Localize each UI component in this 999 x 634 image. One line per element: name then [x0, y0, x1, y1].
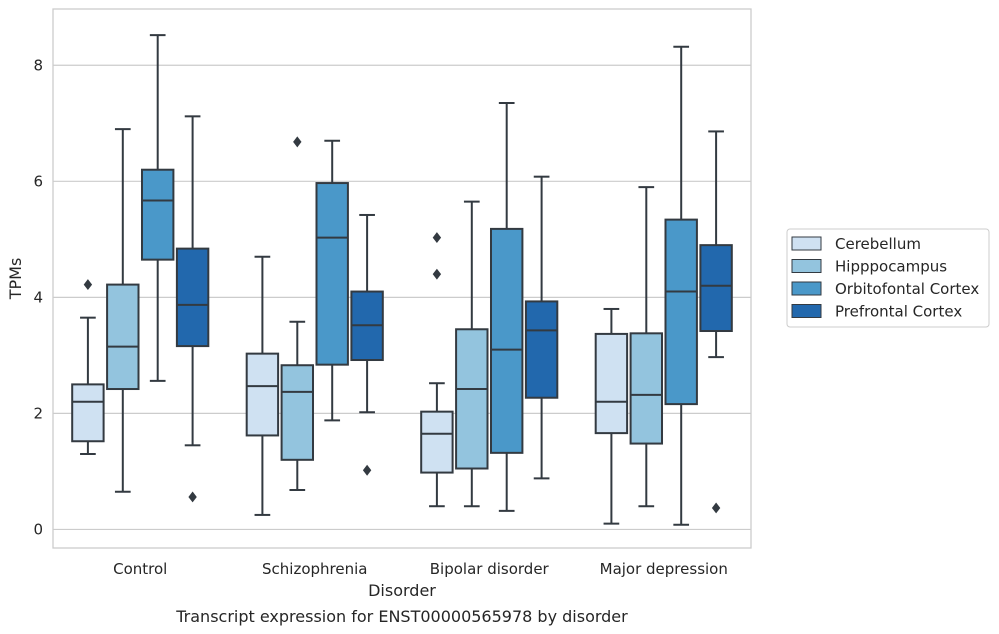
- outlier-point: [711, 502, 721, 514]
- box-0-3: [175, 115, 210, 503]
- box-0-2: [140, 34, 175, 382]
- x-tick-label: Major depression: [600, 560, 728, 578]
- box-iqr: [420, 410, 454, 474]
- legend-swatch: [791, 259, 822, 273]
- box-3-2: [664, 45, 698, 526]
- box-iqr: [71, 383, 105, 443]
- box-iqr: [629, 332, 664, 445]
- box-1-2: [315, 139, 349, 422]
- y-tick-labels: 0 2 4 6 8: [33, 56, 43, 538]
- box-3-3: [699, 130, 733, 514]
- box-iqr: [699, 244, 733, 333]
- box-3-1: [629, 186, 664, 508]
- legend-label: Cerebellum: [835, 235, 921, 253]
- y-tick-label: 6: [33, 172, 43, 190]
- box-1-3: [350, 213, 384, 476]
- box-iqr: [315, 182, 349, 366]
- box-iqr: [455, 328, 489, 470]
- box-1-0: [245, 255, 280, 516]
- box-1-1: [280, 136, 315, 491]
- boxplots: [71, 34, 733, 526]
- box-iqr: [245, 352, 280, 437]
- legend-items: Cerebellum Hipppocampus Orbitofontal Corte…: [791, 235, 979, 321]
- box-iqr: [175, 247, 210, 348]
- legend: Cerebellum Hipppocampus Orbitofontal Corte…: [786, 228, 990, 328]
- legend-item: Cerebellum: [791, 235, 921, 253]
- legend-label: Orbitofontal Cortex: [835, 280, 979, 298]
- legend-swatch: [791, 304, 822, 318]
- box-iqr: [280, 364, 315, 461]
- y-tick-label: 0: [33, 520, 43, 538]
- outlier-point: [432, 232, 442, 244]
- x-tick-label: Bipolar disorder: [430, 560, 550, 578]
- y-tick-label: 4: [33, 288, 43, 306]
- box-iqr: [524, 300, 559, 399]
- box-iqr: [664, 218, 698, 406]
- box-2-2: [489, 101, 524, 512]
- box-0-0: [71, 279, 105, 456]
- outlier-point: [188, 491, 197, 503]
- legend-swatch: [791, 236, 822, 251]
- box-3-0: [594, 307, 629, 525]
- legend-item: Hipppocampus: [791, 258, 947, 276]
- box-2-0: [420, 232, 454, 508]
- box-iqr: [140, 168, 175, 261]
- legend-label: Hipppocampus: [835, 258, 947, 276]
- legend-swatch: [791, 281, 822, 296]
- outlier-point: [362, 464, 372, 476]
- legend-label: Prefrontal Cortex: [835, 303, 962, 321]
- box-iqr: [489, 227, 524, 454]
- legend-item: Prefrontal Cortex: [791, 303, 962, 321]
- box-2-3: [524, 175, 559, 480]
- y-axis-label: TPMs: [6, 258, 25, 301]
- outlier-point: [432, 268, 442, 280]
- box-iqr: [594, 332, 629, 435]
- x-tick-label: Control: [113, 560, 167, 578]
- legend-frame: [786, 228, 990, 328]
- box-iqr: [106, 283, 140, 391]
- outlier-point: [293, 136, 302, 148]
- plot-frame: [52, 8, 752, 549]
- box-0-1: [106, 128, 140, 493]
- x-tick-labels: Control Schizophrenia Bipolar disorder Majo…: [113, 560, 728, 578]
- chart-caption: Transcript expression for ENST0000056597…: [175, 607, 628, 626]
- y-tick-label: 2: [33, 404, 43, 422]
- x-tick-label: Schizophrenia: [262, 560, 367, 578]
- x-axis-label: Disorder: [368, 581, 436, 600]
- legend-item: Orbitofontal Cortex: [791, 280, 979, 298]
- y-tick-label: 8: [33, 56, 43, 74]
- box-2-1: [455, 200, 489, 508]
- outlier-point: [83, 279, 93, 291]
